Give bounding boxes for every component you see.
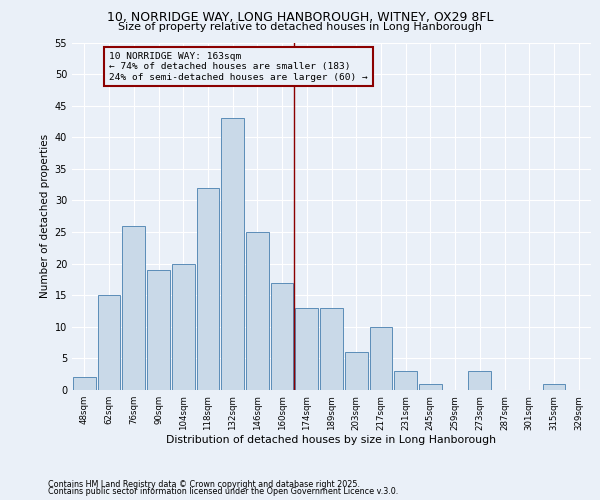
- Bar: [542, 384, 565, 390]
- Bar: [98, 295, 121, 390]
- Bar: [320, 308, 343, 390]
- Bar: [73, 378, 96, 390]
- Bar: [345, 352, 368, 390]
- Bar: [419, 384, 442, 390]
- X-axis label: Distribution of detached houses by size in Long Hanborough: Distribution of detached houses by size …: [167, 436, 497, 446]
- Bar: [469, 371, 491, 390]
- Bar: [172, 264, 194, 390]
- Bar: [370, 327, 392, 390]
- Bar: [295, 308, 318, 390]
- Text: Size of property relative to detached houses in Long Hanborough: Size of property relative to detached ho…: [118, 22, 482, 32]
- Bar: [271, 282, 293, 390]
- Bar: [246, 232, 269, 390]
- Bar: [221, 118, 244, 390]
- Y-axis label: Number of detached properties: Number of detached properties: [40, 134, 50, 298]
- Text: Contains HM Land Registry data © Crown copyright and database right 2025.: Contains HM Land Registry data © Crown c…: [48, 480, 360, 489]
- Text: 10, NORRIDGE WAY, LONG HANBOROUGH, WITNEY, OX29 8FL: 10, NORRIDGE WAY, LONG HANBOROUGH, WITNE…: [107, 11, 493, 24]
- Text: 10 NORRIDGE WAY: 163sqm
← 74% of detached houses are smaller (183)
24% of semi-d: 10 NORRIDGE WAY: 163sqm ← 74% of detache…: [109, 52, 368, 82]
- Text: Contains public sector information licensed under the Open Government Licence v.: Contains public sector information licen…: [48, 488, 398, 496]
- Bar: [147, 270, 170, 390]
- Bar: [394, 371, 417, 390]
- Bar: [122, 226, 145, 390]
- Bar: [197, 188, 219, 390]
